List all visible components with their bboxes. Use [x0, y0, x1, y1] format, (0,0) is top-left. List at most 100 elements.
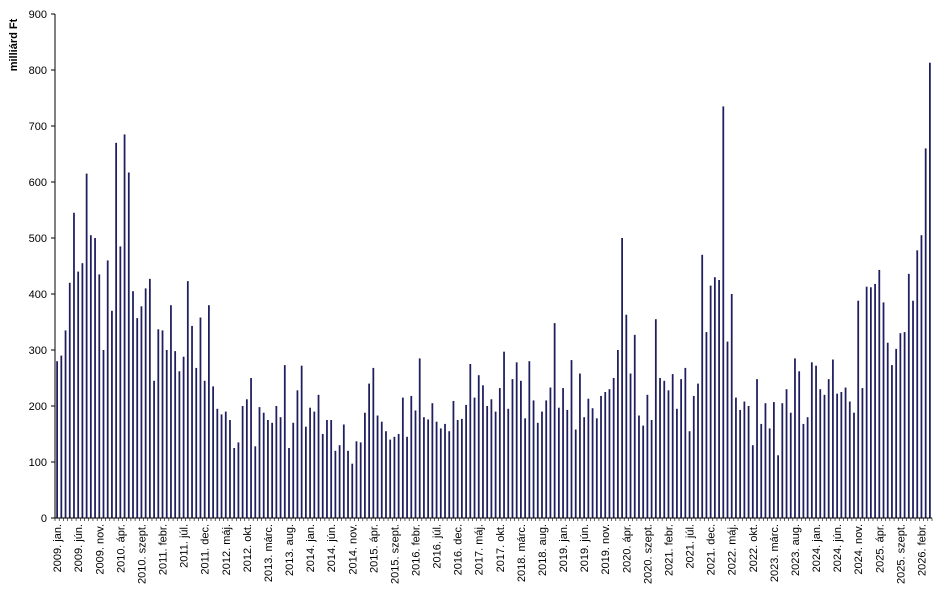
bar	[625, 314, 628, 518]
bar	[148, 278, 151, 518]
bar	[874, 283, 876, 518]
bar	[313, 411, 316, 518]
bar	[199, 317, 202, 518]
bar	[406, 436, 408, 518]
bar	[764, 403, 767, 518]
x-tick-label: 2020. szept.	[642, 524, 654, 584]
bar	[157, 329, 160, 518]
bar	[292, 422, 295, 518]
bar	[195, 367, 198, 518]
bar	[566, 409, 569, 518]
bar	[389, 439, 392, 518]
bar	[435, 421, 438, 518]
x-tick-label: 2019. jan.	[558, 524, 570, 572]
bar	[836, 393, 839, 518]
bar	[64, 330, 67, 518]
y-tick-label: 300	[29, 345, 47, 357]
x-tick-label: 2026. febr.	[916, 524, 928, 576]
x-tick-label: 2014. jan.	[305, 524, 317, 572]
x-tick-label: 2013. aug.	[284, 524, 296, 576]
bar	[743, 401, 746, 518]
bar	[203, 380, 206, 518]
bar	[174, 351, 177, 518]
bar	[283, 365, 286, 518]
bar	[621, 238, 623, 518]
x-tick-label: 2024. jún.	[832, 524, 844, 572]
bar	[692, 395, 695, 518]
bar	[903, 332, 906, 518]
bar	[697, 383, 699, 518]
y-axis: 0 100 200 300 400 500 600 700 800 900	[29, 9, 56, 525]
bar	[490, 399, 493, 518]
bar	[810, 362, 813, 518]
x-tick-label: 2018. aug.	[537, 524, 549, 576]
x-tick-label: 2015. ápr.	[368, 524, 380, 573]
bar	[511, 379, 514, 518]
bar	[364, 412, 366, 518]
bar	[224, 411, 227, 518]
bar	[414, 410, 417, 518]
bar	[583, 417, 586, 518]
bar	[309, 407, 311, 518]
bar	[760, 423, 763, 518]
x-tick-label: 2023. aug.	[790, 524, 802, 576]
x-tick-label: 2009. nov.	[94, 524, 106, 575]
x-tick-label: 2017. máj.	[474, 524, 486, 575]
bar	[178, 371, 181, 518]
bar	[465, 404, 467, 518]
bar	[520, 380, 522, 518]
bar	[460, 418, 463, 518]
bar	[102, 350, 105, 518]
bar	[347, 450, 349, 518]
x-tick-label: 2011. júl.	[179, 524, 191, 568]
bar	[456, 420, 459, 518]
bar	[591, 408, 594, 518]
bar	[735, 397, 737, 518]
bar	[473, 397, 476, 518]
bar	[385, 431, 387, 518]
bar	[216, 408, 219, 518]
bar	[448, 431, 451, 518]
x-tick-label: 2014. nov.	[347, 524, 359, 575]
bar	[654, 319, 657, 518]
bar	[844, 387, 847, 518]
bar	[186, 281, 189, 518]
bar	[827, 379, 830, 518]
bar	[89, 235, 92, 518]
x-tick-label: 2020. ápr.	[621, 524, 633, 573]
bar	[789, 412, 792, 518]
bar	[709, 285, 712, 518]
bar	[536, 422, 539, 518]
bar	[924, 148, 927, 518]
bar	[136, 318, 139, 518]
bar	[722, 106, 725, 519]
bar	[431, 403, 434, 518]
bar	[794, 358, 796, 518]
bar	[144, 288, 147, 518]
bar	[840, 392, 843, 518]
bar	[486, 406, 489, 518]
y-tick-label: 900	[29, 9, 47, 21]
bar	[106, 260, 109, 518]
bar	[368, 383, 370, 518]
bar	[330, 420, 333, 518]
x-tick-label: 2023. márc.	[769, 524, 781, 582]
bar	[60, 355, 63, 518]
bar	[77, 271, 80, 518]
bar	[258, 407, 261, 518]
bar	[574, 429, 577, 518]
y-tick-label: 600	[29, 177, 47, 189]
bar	[359, 442, 362, 518]
bar	[482, 385, 484, 518]
bar	[802, 423, 805, 518]
x-tick-label: 2014. jún.	[326, 524, 338, 572]
y-tick-label: 800	[29, 65, 47, 77]
bar	[562, 388, 564, 518]
bar	[861, 388, 864, 518]
bar	[170, 305, 172, 518]
bar	[777, 455, 779, 518]
bar	[848, 401, 851, 518]
y-tick-label: 700	[29, 121, 47, 133]
bar	[768, 428, 771, 518]
bar	[747, 406, 750, 518]
